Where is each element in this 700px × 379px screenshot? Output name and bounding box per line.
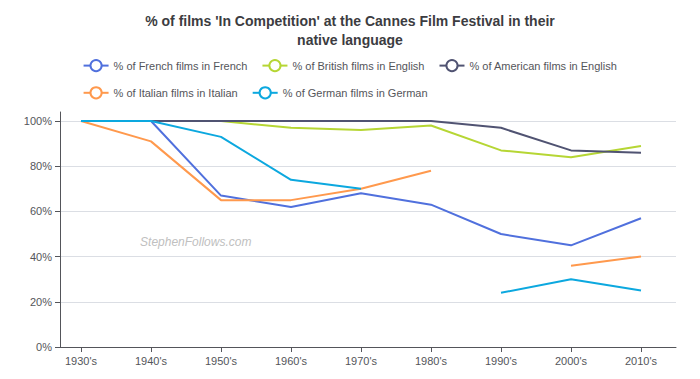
svg-text:60%: 60% [30,205,52,217]
svg-text:StephenFollows.com: StephenFollows.com [140,235,251,249]
svg-text:1990's: 1990's [485,355,518,367]
svg-text:1930's: 1930's [65,355,98,367]
svg-text:2010's: 2010's [625,355,658,367]
svg-text:80%: 80% [30,160,52,172]
svg-text:native language: native language [297,32,403,48]
svg-text:% of American films in English: % of American films in English [469,60,616,72]
svg-text:0%: 0% [36,341,52,353]
svg-text:2000's: 2000's [555,355,588,367]
svg-text:% of films 'In Competition' at: % of films 'In Competition' at the Canne… [145,13,555,29]
svg-text:1980's: 1980's [415,355,448,367]
svg-text:% of German films in German: % of German films in German [283,87,428,99]
svg-text:1970's: 1970's [345,355,378,367]
svg-text:1940's: 1940's [135,355,168,367]
svg-text:1950's: 1950's [205,355,238,367]
svg-text:% of French films in French: % of French films in French [114,60,248,72]
svg-text:20%: 20% [30,296,52,308]
svg-text:100%: 100% [24,115,52,127]
svg-text:% of British films in English: % of British films in English [292,60,424,72]
svg-text:40%: 40% [30,251,52,263]
svg-text:% of Italian films in Italian: % of Italian films in Italian [114,87,238,99]
svg-text:1960's: 1960's [275,355,308,367]
